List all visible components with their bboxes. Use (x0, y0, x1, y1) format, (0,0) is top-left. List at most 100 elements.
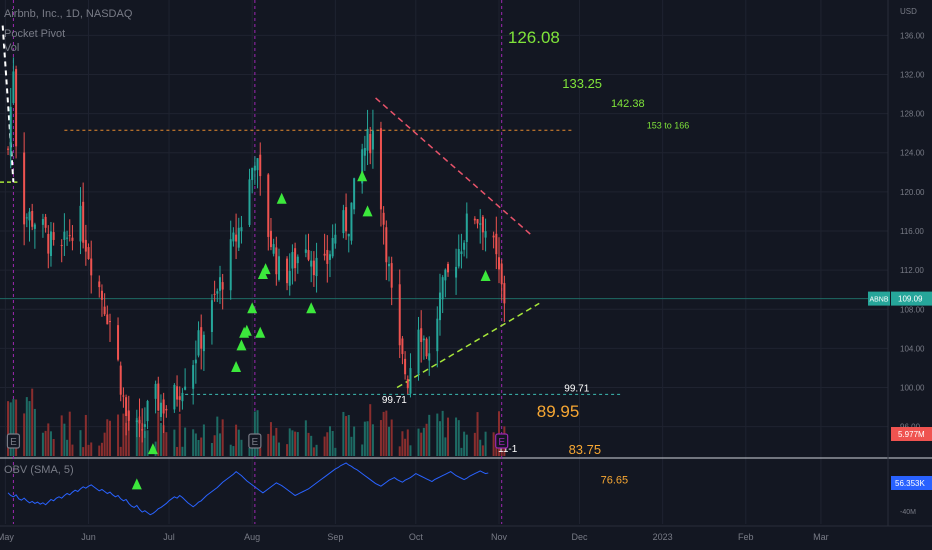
volume-bar (294, 431, 297, 456)
volume-bar (463, 431, 466, 456)
candle-body (41, 218, 44, 225)
candle-body (100, 290, 103, 300)
volume-bar (235, 424, 238, 456)
volume-bar (404, 438, 407, 456)
candle-body (331, 237, 334, 257)
time-tick-label: Jul (163, 532, 175, 542)
candle-body (31, 211, 34, 227)
indicator-pocket-pivot[interactable]: Pocket Pivot (4, 28, 66, 40)
volume-bar (90, 442, 93, 456)
candle-body (103, 306, 106, 315)
candle-body (500, 263, 503, 285)
volume-bar (192, 429, 195, 456)
candle-body (25, 217, 28, 219)
volume-bar (307, 432, 310, 456)
earnings-badge-label: E (498, 437, 505, 448)
volume-bar (417, 428, 420, 456)
candle-body (159, 402, 162, 417)
volume-bar (7, 401, 10, 456)
candle-body (275, 247, 278, 275)
candle-body (143, 424, 146, 428)
volume-bar (15, 399, 18, 456)
pocket-pivot-markers (131, 170, 491, 490)
candle-body (387, 263, 391, 267)
candle-body (213, 293, 216, 295)
time-tick-label: Sep (327, 532, 343, 542)
candle-body (66, 237, 69, 239)
candle-body (117, 325, 120, 360)
volume-bar (165, 432, 168, 456)
pocket-pivot-marker (247, 302, 258, 314)
pocket-pivot-marker (362, 205, 373, 217)
candle-body (390, 263, 393, 288)
price-tick-label: 120.00 (900, 188, 925, 197)
obv-tag (891, 476, 932, 490)
indicator-volume[interactable]: Vol (4, 42, 20, 54)
downside-target-label: 89.95 (537, 402, 580, 421)
volume-bar (444, 437, 447, 456)
candle-body (288, 270, 291, 286)
time-tick-label: Nov (491, 532, 508, 542)
earnings-badge (495, 433, 509, 449)
candle-body (240, 227, 243, 232)
candle-body (49, 231, 52, 257)
volume-bar (286, 444, 289, 456)
volume-bar (100, 442, 103, 456)
volume-bar (436, 413, 439, 456)
candle-body (248, 179, 251, 225)
pocket-pivot-marker (260, 263, 271, 275)
last-price-value: 109.09 (898, 295, 923, 304)
volume-bar (210, 442, 213, 456)
candle-body (363, 148, 366, 156)
volume-bar (420, 432, 423, 456)
volume-bar (122, 413, 125, 456)
volume-bar (31, 388, 34, 456)
volume-bar (369, 404, 372, 456)
candle-body (484, 231, 487, 238)
pocket-pivot-marker (241, 324, 252, 336)
volume-bar (68, 411, 71, 456)
volume-bar (66, 439, 69, 456)
volume-bar (71, 444, 74, 456)
candle-body (138, 419, 141, 424)
price-tick-label: 128.00 (900, 110, 925, 119)
volume-bar (103, 432, 106, 456)
volume-bar (256, 410, 259, 456)
candle-body (173, 384, 176, 410)
volume-bar (216, 416, 219, 456)
volume-bar (251, 444, 254, 456)
downside-target-label: 76.65 (601, 474, 629, 486)
volume-bar (387, 426, 391, 456)
candle-body (44, 216, 47, 228)
pocket-pivot-marker (231, 360, 242, 372)
volume-bar (178, 413, 181, 456)
volume-bar (353, 426, 356, 456)
volume-bar (119, 446, 122, 456)
obv-title[interactable]: OBV (SMA, 5) (4, 464, 74, 476)
candle-body (291, 252, 294, 269)
candle-body (52, 232, 55, 240)
candle-body (12, 71, 15, 104)
volume-bar (484, 431, 487, 456)
candle-body (286, 258, 289, 284)
candle-body (503, 283, 506, 304)
volume-bar (194, 433, 197, 456)
candle-body (323, 253, 326, 256)
volume-bar (267, 433, 270, 456)
candle-body (33, 224, 36, 229)
candle-body (60, 245, 63, 247)
candle-body (141, 429, 144, 431)
volume-bar (98, 445, 101, 456)
candle-body (481, 216, 484, 233)
candle-body (307, 250, 310, 260)
volume-bar (176, 446, 179, 456)
upside-target-label: 133.25 (562, 76, 602, 91)
symbol-title[interactable]: Airbnb, Inc., 1D, NASDAQ (4, 8, 133, 20)
candle-body (28, 211, 31, 221)
candle-body (216, 291, 219, 294)
candle-body (119, 365, 122, 395)
candle-body (278, 256, 281, 280)
candle-body (312, 260, 315, 276)
candle-body (157, 383, 160, 411)
